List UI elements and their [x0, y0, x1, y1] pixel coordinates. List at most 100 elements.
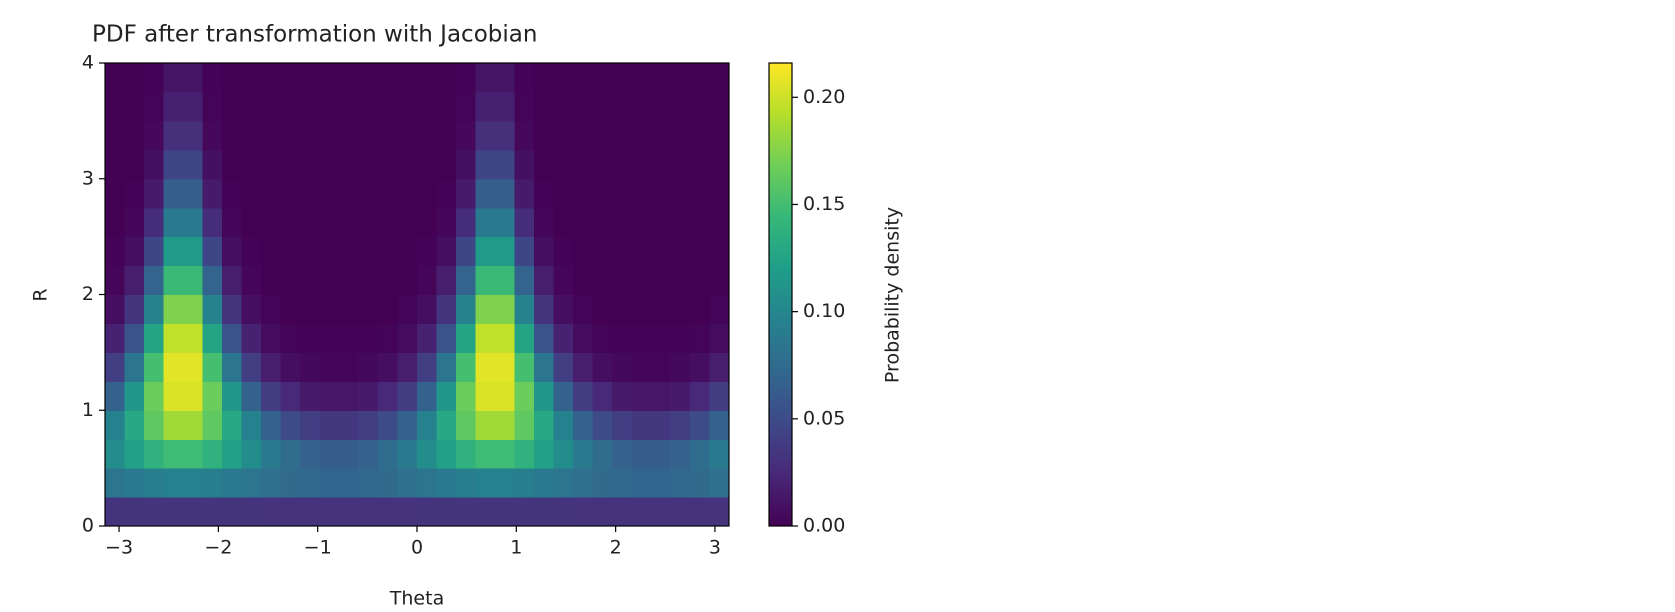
heat-cell	[163, 91, 184, 122]
heat-cell	[612, 236, 633, 267]
heat-cell	[651, 294, 672, 325]
heat-cell	[709, 381, 730, 411]
heat-cell	[163, 178, 184, 209]
heat-cell	[534, 468, 555, 498]
heat-cell	[651, 497, 672, 527]
heat-cell	[319, 439, 340, 469]
y-tick-label: 1	[82, 399, 94, 421]
heat-cell	[475, 468, 496, 498]
heat-cell	[300, 468, 321, 498]
heat-cell	[261, 120, 282, 151]
heat-cell	[612, 207, 633, 238]
heat-cell	[514, 63, 535, 93]
heat-cell	[163, 63, 184, 93]
heat-cell	[553, 178, 574, 209]
x-axis-label: Theta	[389, 588, 444, 610]
heat-cell	[124, 439, 145, 469]
x-tick-label: 3	[709, 537, 721, 559]
heat-cell	[358, 178, 379, 209]
heat-cell	[436, 236, 457, 267]
heat-cell	[514, 381, 535, 411]
heat-cell	[456, 63, 477, 93]
heat-cell	[475, 63, 496, 93]
heat-cell	[475, 149, 496, 180]
heat-cell	[105, 265, 126, 296]
heat-cell	[553, 410, 574, 440]
heat-cell	[514, 120, 535, 151]
heat-cell	[397, 381, 418, 411]
heat-cell	[144, 294, 165, 325]
heat-cell	[280, 120, 301, 151]
heat-cell	[534, 410, 555, 440]
heat-cell	[222, 497, 243, 527]
heat-cell	[105, 236, 126, 267]
heat-cell	[124, 236, 145, 267]
heat-cell	[163, 265, 184, 296]
heat-cell	[417, 323, 438, 353]
heat-cell	[105, 207, 126, 238]
heat-cell	[670, 352, 691, 382]
heat-cell	[670, 468, 691, 498]
heat-cell	[690, 410, 711, 440]
heat-cell	[592, 497, 613, 527]
heat-cell	[651, 91, 672, 122]
heat-cell	[339, 410, 360, 440]
heat-cell	[651, 352, 672, 382]
heat-cell	[631, 63, 652, 93]
heat-cell	[183, 497, 204, 527]
chart-title: PDF after transformation with Jacobian	[92, 22, 537, 48]
heat-cell	[183, 265, 204, 296]
heat-cell	[456, 294, 477, 325]
heat-cell	[300, 236, 321, 267]
colorbar-tick-label: 0.10	[803, 300, 845, 322]
heat-cell	[163, 207, 184, 238]
x-tick-label: −3	[105, 537, 133, 559]
heat-cell	[670, 265, 691, 296]
heat-cell	[709, 294, 730, 325]
heat-cell	[456, 91, 477, 122]
heat-cell	[280, 207, 301, 238]
heat-cell	[651, 236, 672, 267]
heat-cell	[573, 149, 594, 180]
heat-cell	[105, 294, 126, 325]
heat-cell	[397, 323, 418, 353]
heat-cell	[495, 149, 516, 180]
heat-cell	[670, 381, 691, 411]
y-tick-label: 3	[82, 167, 94, 189]
heat-cell	[319, 468, 340, 498]
heat-cell	[280, 323, 301, 353]
heat-cell	[339, 207, 360, 238]
heat-cell	[495, 439, 516, 469]
heat-cell	[456, 468, 477, 498]
heat-cell	[631, 120, 652, 151]
heat-cell	[358, 120, 379, 151]
heat-cell	[397, 149, 418, 180]
heat-cell	[183, 352, 204, 382]
heat-cell	[495, 497, 516, 527]
heat-cell	[651, 149, 672, 180]
heat-cell	[417, 265, 438, 296]
heat-cell	[261, 323, 282, 353]
heat-cell	[300, 91, 321, 122]
heat-cell	[378, 352, 399, 382]
heat-cell	[105, 63, 126, 93]
heat-cell	[573, 120, 594, 151]
heat-cell	[553, 149, 574, 180]
heat-cell	[202, 381, 223, 411]
colorbar	[768, 62, 793, 527]
heat-cell	[475, 294, 496, 325]
heat-cell	[124, 294, 145, 325]
heat-cell	[495, 91, 516, 122]
heat-cell	[592, 120, 613, 151]
heat-cell	[144, 63, 165, 93]
heat-cell	[690, 63, 711, 93]
heat-cell	[339, 381, 360, 411]
heat-cell	[514, 439, 535, 469]
heat-cell	[534, 149, 555, 180]
heat-cell	[280, 381, 301, 411]
heat-cell	[144, 265, 165, 296]
heat-cell	[475, 265, 496, 296]
heat-cell	[534, 265, 555, 296]
heat-cell	[202, 352, 223, 382]
